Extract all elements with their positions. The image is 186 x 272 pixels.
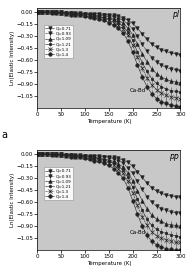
Text: pp: pp xyxy=(169,152,179,161)
Text: Ca-Bd: Ca-Bd xyxy=(129,230,145,235)
Text: a: a xyxy=(1,130,7,140)
Legend: Q=0.71, Q=0.93, Q=1.09, Q=1.21, Q=1.3, Q=1.4: Q=0.71, Q=0.93, Q=1.09, Q=1.21, Q=1.3, Q… xyxy=(44,25,73,58)
X-axis label: Temperature (K): Temperature (K) xyxy=(86,261,131,266)
Text: pl: pl xyxy=(172,10,179,19)
X-axis label: Temperature (K): Temperature (K) xyxy=(86,119,131,124)
Legend: Q=0.71, Q=0.93, Q=1.09, Q=1.21, Q=1.3, Q=1.4: Q=0.71, Q=0.93, Q=1.09, Q=1.21, Q=1.3, Q… xyxy=(44,167,73,200)
Y-axis label: Ln(Elastic Intensity): Ln(Elastic Intensity) xyxy=(10,173,15,227)
Text: Ca-Bd: Ca-Bd xyxy=(129,88,145,93)
Y-axis label: Ln(Elastic Intensity): Ln(Elastic Intensity) xyxy=(10,31,15,85)
